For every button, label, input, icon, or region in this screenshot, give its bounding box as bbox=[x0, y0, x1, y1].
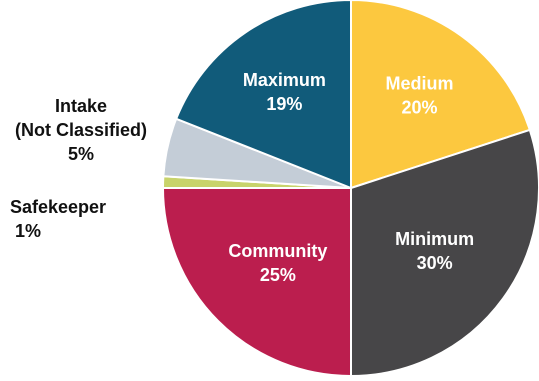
pie-labels: Medium 20% Minimum 30% Community 25% Safekeepe… bbox=[10, 70, 474, 285]
pie-slice-maximum bbox=[174, 0, 352, 190]
pie-slice-minimum bbox=[350, 128, 539, 378]
pie-slices bbox=[161, 0, 539, 378]
slice-value-maximum: 19% bbox=[266, 94, 302, 114]
slice-label-maximum: Maximum bbox=[243, 70, 326, 90]
slice-label-line: Intake bbox=[55, 96, 107, 116]
outside-label-safekeeper: Safekeeper 1% bbox=[10, 197, 106, 241]
slice-label-community: Community bbox=[228, 241, 327, 261]
slice-label-line: Safekeeper bbox=[10, 197, 106, 217]
slice-value-safekeeper: 1% bbox=[15, 221, 41, 241]
outside-label-intake-not-classified: Intake (Not Classified) 5% bbox=[15, 96, 147, 164]
slice-value-minimum: 30% bbox=[417, 253, 453, 273]
slice-label-medium: Medium bbox=[386, 74, 454, 94]
slice-label-minimum: Minimum bbox=[395, 229, 474, 249]
slice-label-line: (Not Classified) bbox=[15, 120, 147, 140]
slice-value-intake-not-classified: 5% bbox=[68, 144, 94, 164]
slice-value-community: 25% bbox=[260, 265, 296, 285]
slice-value-medium: 20% bbox=[401, 98, 437, 118]
pie-slice-medium bbox=[350, 0, 532, 190]
pie-slice-community bbox=[161, 187, 352, 378]
